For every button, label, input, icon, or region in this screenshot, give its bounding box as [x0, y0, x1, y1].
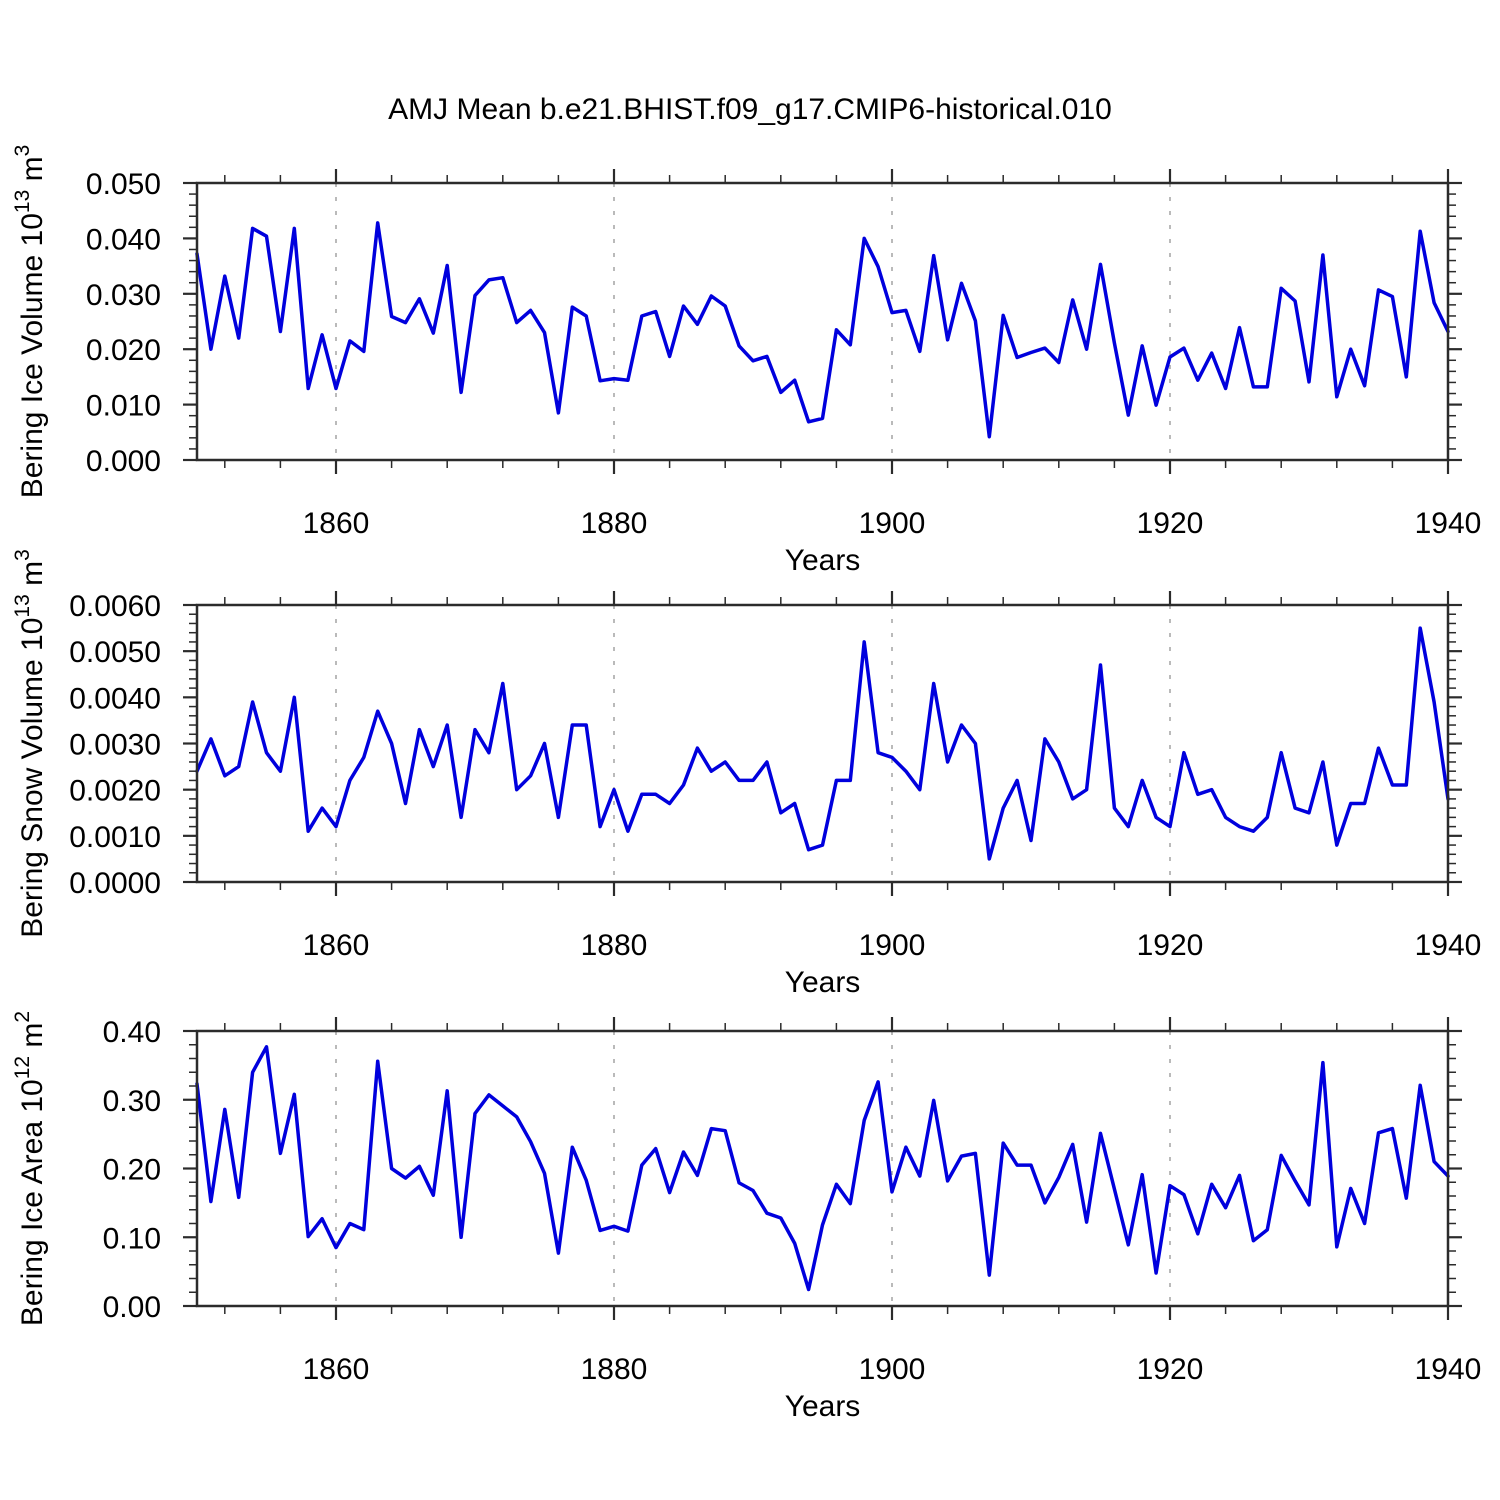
y-tick-label: 0.30 — [103, 1085, 161, 1118]
x-axis-title: Years — [785, 1390, 861, 1423]
y-tick-label: 0.010 — [86, 390, 161, 423]
y-tick-label: 0.10 — [103, 1222, 161, 1255]
x-tick-label: 1900 — [859, 929, 926, 962]
y-tick-label: 0.0020 — [69, 775, 161, 808]
y-tick-label: 0.000 — [86, 445, 161, 478]
x-tick-label: 1860 — [303, 929, 370, 962]
ticks — [183, 591, 1462, 896]
x-tick-label: 1880 — [581, 1353, 648, 1386]
panel-bering-snow-volume: 1860 1880 1900 1920 1940 Years 0.0000 0.0010 0.0… — [11, 549, 1481, 999]
x-axis-title: Years — [785, 966, 861, 999]
y-tick-label: 0.020 — [86, 334, 161, 367]
figure-title: AMJ Mean b.e21.BHIST.f09_g17.CMIP6-histo… — [388, 93, 1112, 126]
x-tick-label: 1940 — [1415, 507, 1482, 540]
y-tick-label: 0.20 — [103, 1154, 161, 1187]
data-line-bering-ice-area — [195, 1045, 1450, 1292]
y-tick-label: 0.0050 — [69, 636, 161, 669]
y-tick-label: 0.030 — [86, 279, 161, 312]
y-tick-label: 0.0030 — [69, 729, 161, 762]
y-tick-label: 0.0010 — [69, 821, 161, 854]
panel-bering-ice-volume: 1860 1880 1900 1920 1940 Years 0.000 0.010 0.020… — [11, 145, 1481, 577]
x-tick-label: 1940 — [1415, 1353, 1482, 1386]
y-tick-label: 0.040 — [86, 223, 161, 256]
ticks — [183, 1017, 1462, 1320]
y-axis-title: Bering Snow Volume 1013 m3 — [11, 549, 49, 938]
x-tick-label: 1900 — [859, 507, 926, 540]
data-line-bering-ice-volume — [195, 221, 1450, 439]
y-tick-label: 0.0000 — [69, 867, 161, 900]
x-tick-label: 1860 — [303, 507, 370, 540]
x-tick-label: 1880 — [581, 929, 648, 962]
plot-frame — [195, 1029, 1450, 1308]
y-axis-title: Bering Ice Area 1012 m2 — [11, 1011, 49, 1326]
y-axis-title: Bering Ice Volume 1013 m3 — [11, 145, 49, 499]
y-tick-label: 0.0060 — [69, 590, 161, 623]
panel-bering-ice-area: 1860 1880 1900 1920 1940 Years 0.00 0.10 0.20 0.3… — [11, 1011, 1481, 1423]
x-tick-label: 1900 — [859, 1353, 926, 1386]
data-line-bering-snow-volume — [195, 626, 1450, 861]
y-tick-label: 0.0040 — [69, 682, 161, 715]
y-tick-label: 0.050 — [86, 168, 161, 201]
x-tick-label: 1860 — [303, 1353, 370, 1386]
x-tick-label: 1880 — [581, 507, 648, 540]
x-tick-label: 1940 — [1415, 929, 1482, 962]
y-tick-label: 0.00 — [103, 1291, 161, 1324]
x-tick-label: 1920 — [1137, 507, 1204, 540]
x-axis-title: Years — [785, 544, 861, 577]
x-tick-label: 1920 — [1137, 1353, 1204, 1386]
x-tick-label: 1920 — [1137, 929, 1204, 962]
ticks — [183, 169, 1462, 474]
plot-frame — [195, 181, 1450, 462]
y-tick-label: 0.40 — [103, 1016, 161, 1049]
